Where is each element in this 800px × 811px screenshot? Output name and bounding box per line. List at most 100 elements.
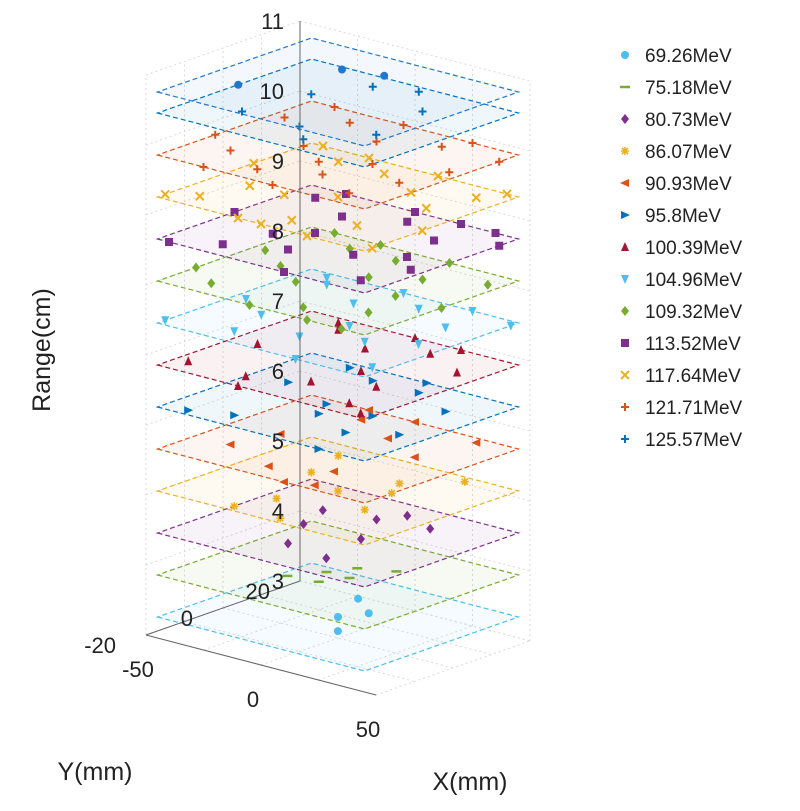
x-tick-label: 50 <box>356 717 380 742</box>
data-point <box>253 339 262 348</box>
data-point <box>441 323 450 333</box>
data-point <box>299 135 308 144</box>
data-point <box>468 307 477 316</box>
data-point <box>303 315 311 325</box>
data-point <box>345 189 354 198</box>
data-point <box>299 302 308 313</box>
data-point <box>207 278 216 289</box>
data-point <box>364 609 373 618</box>
data-point <box>457 220 465 228</box>
data-point <box>279 190 289 200</box>
data-point <box>314 157 323 166</box>
data-point <box>280 113 289 122</box>
data-point <box>395 479 404 488</box>
axis-layer: 3 4 5 6 7 8 9 10 11 -50 0 50 -20 0 20 <box>84 9 380 742</box>
data-point <box>441 407 451 416</box>
data-point <box>414 340 423 349</box>
legend-item: 109.32MeV <box>621 302 743 323</box>
z-tick-label: 3 <box>272 569 284 594</box>
z-axis-label: Range(cm) <box>28 288 56 412</box>
data-point <box>368 82 377 91</box>
energy-layer-plane <box>155 310 521 420</box>
data-point <box>268 229 277 238</box>
data-point <box>372 137 381 146</box>
data-point <box>360 505 369 514</box>
legend-label: 100.39MeV <box>645 238 743 259</box>
data-point <box>360 337 369 347</box>
grid-line <box>203 595 358 651</box>
data-point <box>334 613 342 621</box>
legend-marker <box>621 403 629 411</box>
data-point <box>322 400 332 408</box>
data-point <box>272 494 281 503</box>
data-point <box>314 409 324 418</box>
legend-marker <box>621 435 629 443</box>
data-point <box>275 430 285 438</box>
data-point <box>314 445 324 453</box>
series-1 <box>282 567 402 583</box>
data-point <box>356 276 365 285</box>
data-point <box>284 245 292 254</box>
legend-marker <box>621 51 629 59</box>
data-point <box>333 157 343 167</box>
data-point <box>471 193 481 203</box>
data-point <box>391 255 400 266</box>
series-8 <box>192 228 492 334</box>
data-point <box>184 406 194 415</box>
z-tick-label: 10 <box>260 79 284 104</box>
data-point <box>357 366 365 375</box>
legend-marker <box>621 242 629 251</box>
data-point <box>399 121 408 129</box>
data-point <box>409 453 419 462</box>
data-point <box>256 219 266 229</box>
data-point <box>230 502 239 511</box>
y-axis-label: Y(mm) <box>58 758 133 786</box>
data-point <box>453 367 461 377</box>
data-point <box>364 406 373 414</box>
data-point <box>284 378 294 387</box>
data-point <box>345 363 355 372</box>
data-point <box>372 514 381 525</box>
series-6 <box>184 317 465 418</box>
data-point <box>322 280 331 290</box>
data-point <box>364 272 373 283</box>
grid-line <box>145 300 301 356</box>
x-tick-label: -50 <box>122 657 154 682</box>
energy-layer-plane <box>155 184 521 294</box>
data-point <box>338 65 346 74</box>
legend-label: 90.93MeV <box>645 174 732 195</box>
legend-label: 125.57MeV <box>645 430 743 451</box>
series-12 <box>238 82 427 144</box>
data-point <box>333 627 342 636</box>
data-point <box>460 477 469 486</box>
legend-marker <box>620 370 630 380</box>
grid-line <box>145 90 301 146</box>
series-7 <box>161 273 515 373</box>
series-5 <box>184 363 451 453</box>
data-point <box>356 415 366 424</box>
data-point <box>330 228 339 238</box>
data-point <box>307 376 315 386</box>
data-point <box>430 236 438 245</box>
data-point <box>368 412 378 420</box>
data-point <box>483 279 492 290</box>
data-point <box>422 379 432 387</box>
data-point <box>160 189 170 200</box>
data-point <box>230 208 239 216</box>
legend-label: 95.8MeV <box>645 206 721 227</box>
plane-layer <box>155 37 521 672</box>
data-point <box>383 434 392 443</box>
legend-label: 113.52MeV <box>645 334 741 355</box>
legend-item: 125.57MeV <box>621 430 743 451</box>
data-point <box>426 523 435 534</box>
legend-item: 80.73MeV <box>621 110 732 131</box>
x-axis-label: X(mm) <box>433 768 508 796</box>
data-point <box>406 265 415 274</box>
data-point <box>414 388 424 397</box>
series-11 <box>199 103 504 198</box>
grid-line <box>145 20 301 76</box>
data-point <box>161 316 170 326</box>
legend-item: 121.71MeV <box>621 398 743 419</box>
data-point <box>226 146 235 155</box>
